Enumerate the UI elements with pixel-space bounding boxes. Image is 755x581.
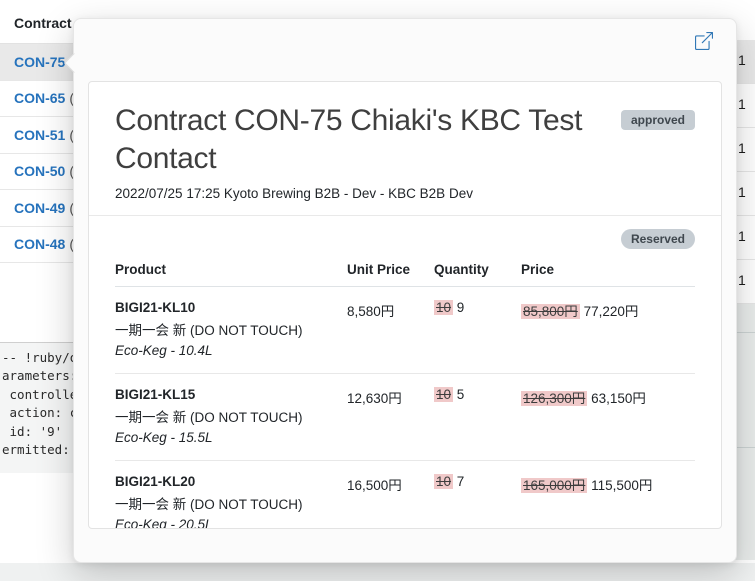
contract-detail-card: Contract CON-75 Chiaki's KBC Test Contac… <box>88 81 722 529</box>
contract-cell-value: 1 <box>735 172 755 216</box>
contract-row-con-48[interactable]: CON-48 ( <box>0 227 130 263</box>
external-link-icon <box>695 32 713 50</box>
new-quantity: 7 <box>456 474 465 489</box>
column-header-unit-price: Unit Price <box>347 252 434 287</box>
debug-code-panel: -- !ruby/o arameters: controlle action: c… <box>0 342 78 473</box>
new-quantity: 5 <box>456 387 465 402</box>
item-sku: BIGI21-KL20 <box>115 474 196 489</box>
contract-detail-popover: Contract CON-75 Chiaki's KBC Test Contac… <box>73 18 737 563</box>
code-line: arameters: <box>2 368 78 384</box>
contract-cell-value: 1 <box>735 260 755 304</box>
item-quantity: 10 7 <box>434 460 521 528</box>
contract-row-suffix: ( <box>69 90 75 107</box>
debug-code-block: -- !ruby/o arameters: controlle action: c… <box>0 343 78 459</box>
old-price: 85,800円 <box>521 304 580 319</box>
contract-row-suffix: ( <box>69 236 75 253</box>
contract-link-con-49[interactable]: CON-49 <box>14 199 66 216</box>
card-divider <box>89 215 721 216</box>
item-name: 一期一会 新 (DO NOT TOUCH) <box>115 497 303 512</box>
old-quantity: 10 <box>434 387 454 402</box>
column-header-quantity: Quantity <box>434 252 521 287</box>
contract-link-con-50[interactable]: CON-50 <box>14 163 66 180</box>
item-variant: Eco-Keg - 15.5L <box>115 430 213 445</box>
new-price: 115,500円 <box>591 478 653 493</box>
state-badge-reserved: Reserved <box>620 229 695 249</box>
item-name: 一期一会 新 (DO NOT TOUCH) <box>115 323 303 338</box>
debug-panel-right-edge <box>735 304 755 560</box>
open-in-new-window-button[interactable] <box>694 32 714 52</box>
debug-panel-inner-box <box>735 332 755 448</box>
old-price: 126,300円 <box>521 391 588 406</box>
code-line: -- !ruby/o <box>2 350 78 365</box>
contract-link-con-48[interactable]: CON-48 <box>14 236 66 253</box>
old-quantity: 10 <box>434 300 454 315</box>
item-price: 126,300円 63,150円 <box>521 373 695 461</box>
old-price: 165,000円 <box>521 478 588 493</box>
contract-link-con-75[interactable]: CON-75 <box>14 53 66 70</box>
item-quantity: 10 9 <box>434 286 521 374</box>
item-unit-price: 8,580円 <box>347 286 434 374</box>
item-price: 165,000円 115,500円 <box>521 460 695 528</box>
item-quantity: 10 5 <box>434 373 521 461</box>
column-header-product: Product <box>115 252 347 287</box>
contract-subtitle: 2022/07/25 17:25 Kyoto Brewing B2B - Dev… <box>115 186 473 201</box>
contract-row-suffix: ( <box>69 126 75 143</box>
item-sku: BIGI21-KL15 <box>115 387 196 402</box>
item-variant: Eco-Keg - 20.5L <box>115 517 213 529</box>
contract-cell-value: 1 <box>735 40 755 84</box>
contract-link-con-65[interactable]: CON-65 <box>14 90 66 107</box>
order-items-table: Product Unit Price Quantity Price BIGI21… <box>115 252 695 529</box>
contract-row-con-50[interactable]: CON-50 ( <box>0 154 130 190</box>
contracts-right-column: 1 1 1 1 1 1 <box>735 40 755 304</box>
contract-row-con-51[interactable]: CON-51 ( <box>0 117 130 154</box>
order-item-row: BIGI21-KL20 一期一会 新 (DO NOT TOUCH) Eco-Ke… <box>115 460 695 529</box>
order-item-row: BIGI21-KL10 一期一会 新 (DO NOT TOUCH) Eco-Ke… <box>115 286 695 374</box>
contract-link-con-51[interactable]: CON-51 <box>14 126 66 143</box>
new-price: 77,220円 <box>583 304 639 319</box>
item-name: 一期一会 新 (DO NOT TOUCH) <box>115 410 303 425</box>
contract-row-suffix: ( <box>69 199 75 216</box>
code-line: controlle <box>2 386 78 402</box>
new-price: 63,150円 <box>591 391 646 406</box>
code-line: ermitted: <box>2 442 70 458</box>
contract-cell-value: 1 <box>735 84 755 128</box>
contract-title: Contract CON-75 Chiaki's KBC Test Contac… <box>115 104 583 175</box>
contract-row-con-49[interactable]: CON-49 ( <box>0 190 130 227</box>
item-variant: Eco-Keg - 10.4L <box>115 343 213 358</box>
order-item-row: BIGI21-KL15 一期一会 新 (DO NOT TOUCH) Eco-Ke… <box>115 373 695 461</box>
item-unit-price: 12,630円 <box>347 373 434 461</box>
contract-row-suffix: ( <box>69 163 75 180</box>
item-sku: BIGI21-KL10 <box>115 300 196 315</box>
code-line: action: c <box>2 405 78 421</box>
contract-cell-value: 1 <box>735 128 755 172</box>
old-quantity: 10 <box>434 474 454 489</box>
page-bottom-strip <box>0 563 755 581</box>
contracts-column-header: Contract <box>0 0 130 44</box>
item-unit-price: 16,500円 <box>347 460 434 528</box>
table-header-row: Product Unit Price Quantity Price <box>115 252 695 287</box>
status-badge-approved: approved <box>620 110 695 130</box>
contract-row-con-65[interactable]: CON-65 ( <box>0 81 130 117</box>
column-header-price: Price <box>521 252 695 287</box>
new-quantity: 9 <box>456 300 465 315</box>
contract-cell-value: 1 <box>735 216 755 260</box>
item-price: 85,800円 77,220円 <box>521 286 695 374</box>
code-line: id: '9' <box>2 423 63 439</box>
